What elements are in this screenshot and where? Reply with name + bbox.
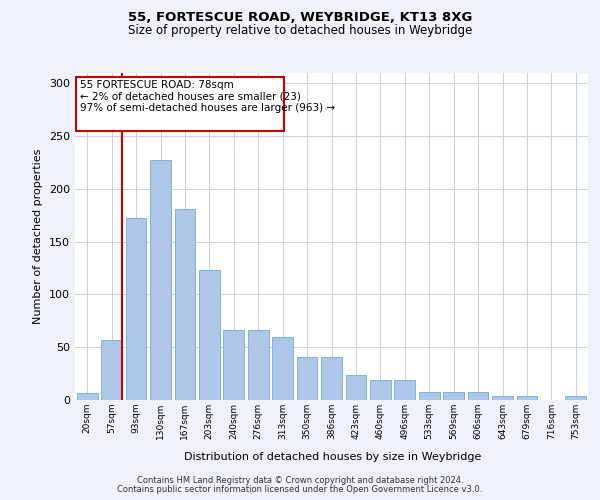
Bar: [223, 330, 244, 400]
Text: Distribution of detached houses by size in Weybridge: Distribution of detached houses by size …: [184, 452, 482, 462]
Bar: [175, 209, 196, 400]
Text: Contains HM Land Registry data © Crown copyright and database right 2024.: Contains HM Land Registry data © Crown c…: [137, 476, 463, 485]
Bar: [467, 392, 488, 400]
Bar: [272, 336, 293, 400]
Bar: [565, 396, 586, 400]
Bar: [370, 380, 391, 400]
Y-axis label: Number of detached properties: Number of detached properties: [34, 148, 43, 324]
Bar: [321, 356, 342, 400]
Text: 55 FORTESCUE ROAD: 78sqm: 55 FORTESCUE ROAD: 78sqm: [80, 80, 233, 90]
Bar: [296, 356, 317, 400]
Text: ← 2% of detached houses are smaller (23): ← 2% of detached houses are smaller (23): [80, 92, 301, 102]
Text: 55, FORTESCUE ROAD, WEYBRIDGE, KT13 8XG: 55, FORTESCUE ROAD, WEYBRIDGE, KT13 8XG: [128, 11, 472, 24]
Bar: [443, 392, 464, 400]
Bar: [394, 380, 415, 400]
Bar: [125, 218, 146, 400]
Bar: [150, 160, 171, 400]
Bar: [419, 392, 440, 400]
Bar: [77, 392, 98, 400]
Bar: [199, 270, 220, 400]
Bar: [101, 340, 122, 400]
Bar: [517, 396, 538, 400]
Text: Size of property relative to detached houses in Weybridge: Size of property relative to detached ho…: [128, 24, 472, 37]
Bar: [248, 330, 269, 400]
Bar: [492, 396, 513, 400]
Bar: [346, 374, 367, 400]
Bar: [76, 76, 284, 130]
Text: Contains public sector information licensed under the Open Government Licence v3: Contains public sector information licen…: [118, 485, 482, 494]
Text: 97% of semi-detached houses are larger (963) →: 97% of semi-detached houses are larger (…: [80, 103, 335, 113]
